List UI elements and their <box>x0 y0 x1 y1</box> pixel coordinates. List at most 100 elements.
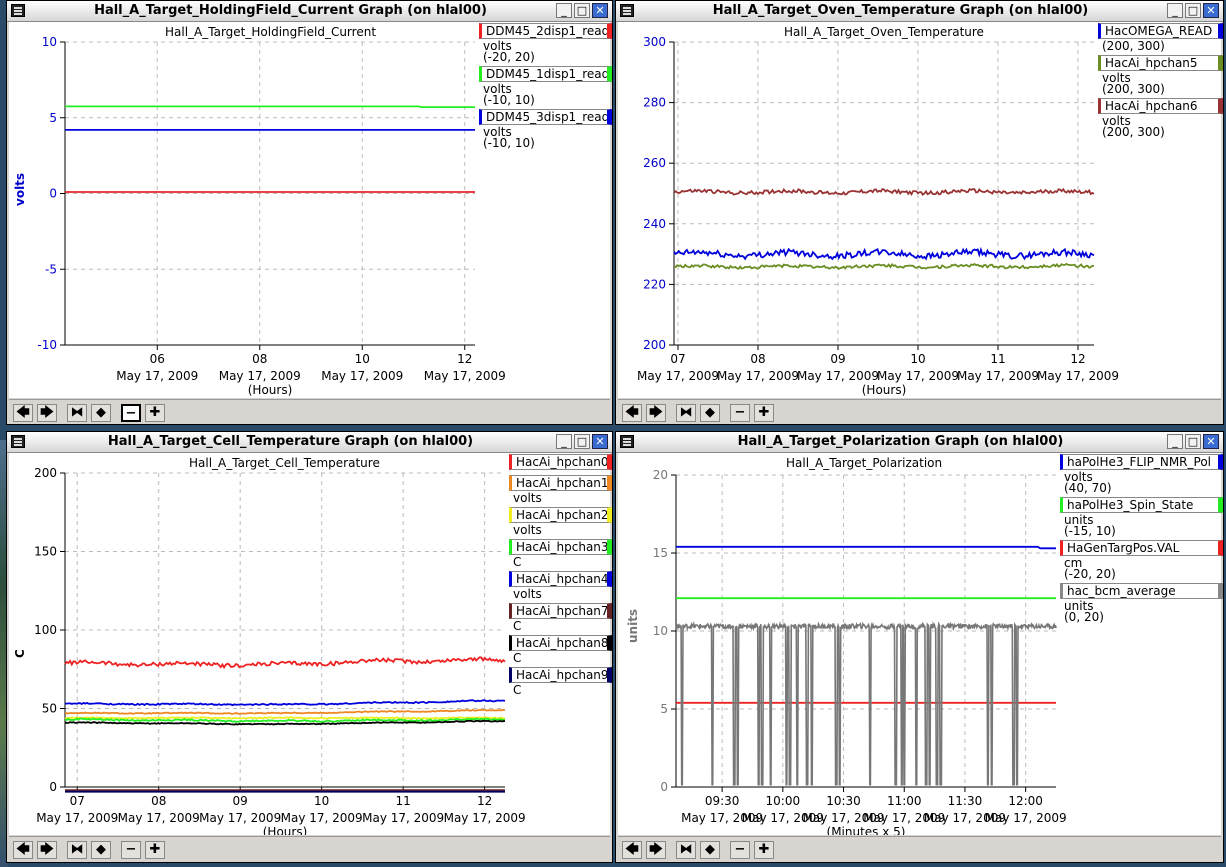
x-axis-label: (Hours) <box>263 825 308 835</box>
plot-area[interactable]: 200 150 100 50 0 07 May 17, 2009 08 May 17, 2009… <box>9 453 612 835</box>
legend-unit-text: (200, 300) <box>1102 125 1165 139</box>
legend-entry[interactable]: HacOMEGA_READ <box>1098 23 1223 39</box>
legend-entry[interactable]: haPolHe3_FLIP_NMR_Pol <box>1060 454 1223 470</box>
window-title: Hall_A_Target_Cell_Temperature Graph (on… <box>107 434 474 449</box>
legend-entry[interactable]: DDM45_3disp1_read <box>479 109 612 125</box>
legend-unit-text: volts <box>1102 114 1131 128</box>
zoom-out-x-icon[interactable]: ◆ <box>91 404 111 422</box>
x-tick-date-label: May 17, 2009 <box>797 369 879 383</box>
window-titlebar[interactable]: Hall_A_Target_Oven_Temperature Graph (on… <box>616 1 1223 22</box>
legend-entry[interactable]: HacAi_hpchan4 <box>509 571 612 587</box>
arrow-left-icon[interactable]: 🡄 <box>13 404 33 422</box>
app-menu-icon[interactable] <box>11 4 25 17</box>
legend-unit-text: C <box>513 651 522 665</box>
legend-entry[interactable]: hac_bcm_average <box>1060 583 1223 599</box>
maximize-button[interactable]: □ <box>574 434 590 449</box>
polarization-graph-window[interactable]: Hall_A_Target_Polarization Graph (on hla… <box>615 431 1224 863</box>
x-tick-label: 09:30 <box>705 794 740 808</box>
legend-entry[interactable]: HacAi_hpchan3 <box>509 539 612 555</box>
legend-entry[interactable]: HacAi_hpchan9 <box>509 667 612 683</box>
zoom-in-x-icon[interactable]: ⧓ <box>67 841 87 859</box>
legend-unit-text: (-10, 10) <box>483 136 535 150</box>
app-menu-icon[interactable] <box>620 4 634 17</box>
plot-canvas[interactable]: 20 15 10 5 0 09:30 May 17, 2009 10:00 May 17, 20… <box>618 453 1223 835</box>
legend-entry[interactable]: HacAi_hpchan7 <box>509 603 612 619</box>
app-menu-icon[interactable] <box>11 435 25 448</box>
graph-toolbar: 🡄 🡆 ⧓ ◆ − ✚ <box>618 399 1221 424</box>
holdingfield-graph-window[interactable]: Hall_A_Target_HoldingField_Current Graph… <box>6 0 613 425</box>
legend-entry[interactable]: HacAi_hpchan2 <box>509 507 612 523</box>
zoom-in-x-icon[interactable]: ⧓ <box>67 404 87 422</box>
close-button[interactable]: ✕ <box>1203 434 1219 449</box>
zoom-in-x-icon[interactable]: ⧓ <box>676 404 696 422</box>
arrow-right-icon[interactable]: 🡆 <box>646 841 666 859</box>
legend-entry[interactable]: HacAi_hpchan6 <box>1098 98 1223 114</box>
legend-unit-text: volts <box>1102 71 1131 85</box>
close-button[interactable]: ✕ <box>592 434 608 449</box>
legend-entry[interactable]: HaGenTargPos.VAL <box>1060 540 1223 556</box>
graph-toolbar: 🡄 🡆 ⧓ ◆ − ✚ <box>9 399 610 424</box>
legend-unit-text: volts <box>513 587 542 601</box>
cell-temperature-graph-window[interactable]: Hall_A_Target_Cell_Temperature Graph (on… <box>6 431 613 863</box>
window-titlebar[interactable]: Hall_A_Target_Cell_Temperature Graph (on… <box>7 432 612 453</box>
x-tick-label: 09 <box>830 352 845 366</box>
x-tick-label: 11 <box>990 352 1005 366</box>
arrow-left-icon[interactable]: 🡄 <box>13 841 33 859</box>
legend-entry[interactable]: HacAi_hpchan1 <box>509 475 612 491</box>
minus-icon[interactable]: − <box>730 841 750 859</box>
window-titlebar[interactable]: Hall_A_Target_Polarization Graph (on hla… <box>616 432 1223 453</box>
zoom-out-x-icon[interactable]: ◆ <box>700 841 720 859</box>
minus-icon[interactable]: − <box>121 404 141 422</box>
app-menu-icon[interactable] <box>620 435 634 448</box>
maximize-button[interactable]: □ <box>1185 434 1201 449</box>
arrow-left-icon[interactable]: 🡄 <box>622 404 642 422</box>
legend-entry[interactable]: HacAi_hpchan8 <box>509 635 612 651</box>
arrow-right-icon[interactable]: 🡆 <box>646 404 666 422</box>
plot-canvas[interactable]: 200 150 100 50 0 07 May 17, 2009 08 May 17, 2009… <box>9 453 612 835</box>
minimize-button[interactable]: _ <box>556 434 572 449</box>
zoom-out-x-icon[interactable]: ◆ <box>700 404 720 422</box>
y-axis-label: units <box>626 608 640 643</box>
window-titlebar[interactable]: Hall_A_Target_HoldingField_Current Graph… <box>7 1 612 22</box>
zoom-in-x-icon[interactable]: ⧓ <box>676 841 696 859</box>
arrow-right-icon[interactable]: 🡆 <box>37 404 57 422</box>
y-tick-label: 20 <box>653 468 668 482</box>
maximize-button[interactable]: □ <box>1185 3 1201 18</box>
minus-icon[interactable]: − <box>730 404 750 422</box>
legend-entry[interactable]: DDM45_1disp1_read <box>479 66 612 82</box>
plot-canvas[interactable]: 10 5 0 -5 -10 06 May 17, 2009 08 May 17, 2009 10 M… <box>9 22 612 398</box>
y-tick-label: 100 <box>34 623 57 637</box>
x-tick-date-label: May 17, 2009 <box>1037 369 1119 383</box>
plus-icon[interactable]: ✚ <box>754 404 774 422</box>
legend-unit-text: (0, 20) <box>1064 610 1104 624</box>
arrow-right-icon[interactable]: 🡆 <box>37 841 57 859</box>
arrow-left-icon[interactable]: 🡄 <box>622 841 642 859</box>
plus-icon[interactable]: ✚ <box>145 404 165 422</box>
close-button[interactable]: ✕ <box>592 3 608 18</box>
legend-entry[interactable]: haPolHe3_Spin_State <box>1060 497 1223 513</box>
minimize-button[interactable]: _ <box>1167 3 1183 18</box>
x-tick-label: 09 <box>233 794 248 808</box>
plot-canvas[interactable]: 300 280 260 240 220 200 07 May 17, 2009 08 May 17… <box>618 22 1223 398</box>
legend-entry[interactable]: DDM45_2disp1_read <box>479 23 612 39</box>
zoom-out-x-icon[interactable]: ◆ <box>91 841 111 859</box>
close-button[interactable]: ✕ <box>1203 3 1219 18</box>
plot-area[interactable]: 300 280 260 240 220 200 07 May 17, 2009 08 May 17… <box>618 22 1223 398</box>
maximize-button[interactable]: □ <box>574 3 590 18</box>
legend-entry[interactable]: HacAi_hpchan5 <box>1098 55 1223 71</box>
x-tick-label: 12 <box>477 794 492 808</box>
x-tick-date-label: May 17, 2009 <box>321 369 403 383</box>
minus-icon[interactable]: − <box>121 841 141 859</box>
legend-unit-text: (40, 70) <box>1064 481 1112 495</box>
x-tick-date-label: May 17, 2009 <box>957 369 1039 383</box>
plot-area[interactable]: 10 5 0 -5 -10 06 May 17, 2009 08 May 17, 2009 10 M… <box>9 22 612 398</box>
oven-temperature-graph-window[interactable]: Hall_A_Target_Oven_Temperature Graph (on… <box>615 0 1224 425</box>
legend-entry[interactable]: HacAi_hpchan0 <box>509 454 612 470</box>
plus-icon[interactable]: ✚ <box>145 841 165 859</box>
minimize-button[interactable]: _ <box>1167 434 1183 449</box>
minimize-button[interactable]: _ <box>556 3 572 18</box>
x-tick-label: 11:30 <box>948 794 983 808</box>
plus-icon[interactable]: ✚ <box>754 841 774 859</box>
x-tick-date-label: May 17, 2009 <box>199 811 281 825</box>
